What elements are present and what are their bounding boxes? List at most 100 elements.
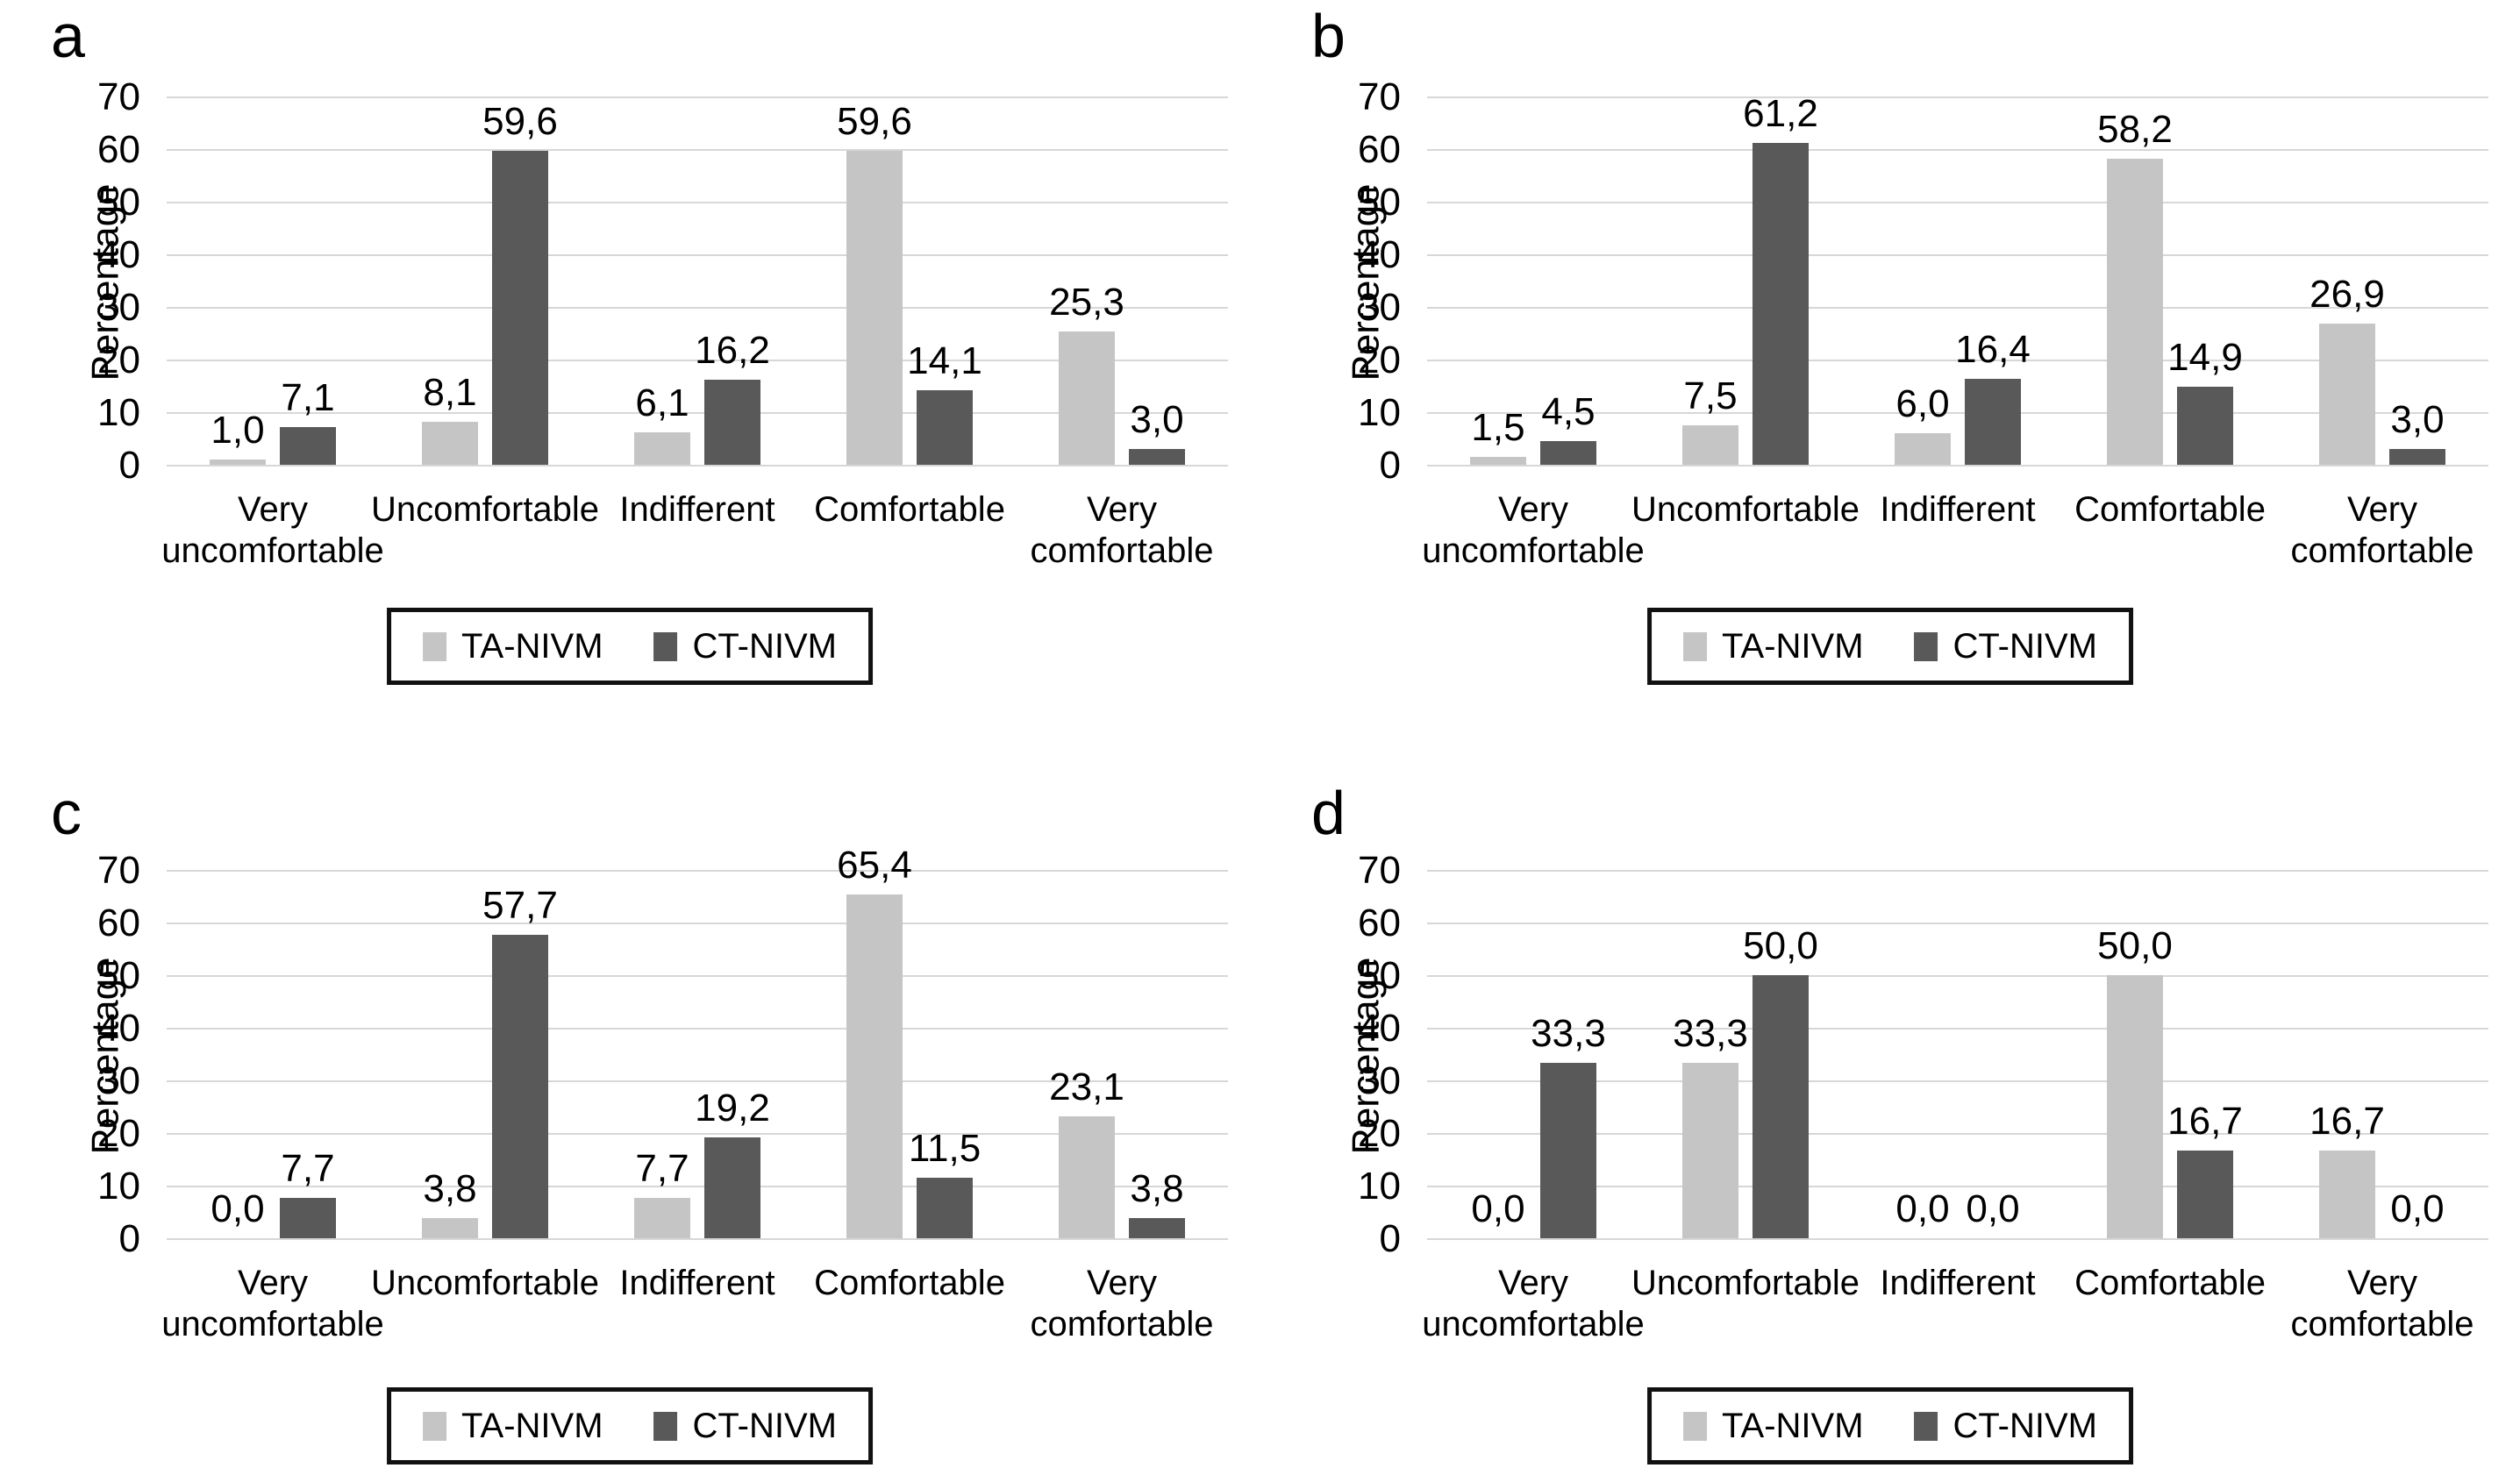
panel-c: c Percentage 70 60 50 40 30 20 10 0 0,0 3,8 7,7 65,… (0, 734, 1260, 1468)
y-tick-label: 30 (1358, 1059, 1401, 1102)
y-tick-label: 0 (1379, 1217, 1401, 1260)
bar-chart-b: 70 60 50 40 30 20 10 0 1,5 7,5 6,0 58,2 26,9 4,5 61,2 1… (1260, 0, 2520, 734)
value-label: 3,0 (1130, 398, 1184, 441)
legend-swatch-icon (1914, 631, 1938, 661)
x-category-line: comfortable (1030, 1305, 1214, 1343)
x-category-label: Very comfortable (977, 489, 1267, 572)
legend-item-ct-nivm: CT-NIVM (653, 627, 837, 666)
bar-ct-nivm-5 (1129, 1218, 1185, 1238)
y-tick-label: 0 (118, 1217, 140, 1260)
value-label: 0,0 (1471, 1187, 1525, 1230)
legend-label: TA-NIVM (461, 1407, 603, 1445)
y-gridline (1427, 412, 2488, 414)
x-category-line: uncomfortable (161, 531, 384, 570)
legend-label: TA-NIVM (1722, 1407, 1864, 1445)
bar-ct-nivm-3 (704, 1137, 760, 1238)
x-category-line: Very (237, 490, 309, 529)
bar-chart-c: 70 60 50 40 30 20 10 0 0,0 3,8 7,7 65,4 23,1 7,7 57,7 1… (0, 734, 1260, 1468)
y-tick-label: 60 (97, 128, 140, 171)
y-gridline (167, 360, 1228, 361)
legend-item-ct-nivm: CT-NIVM (653, 1407, 837, 1445)
y-gridline (1427, 254, 2488, 256)
value-label: 0,0 (1966, 1187, 2020, 1230)
y-gridline (1427, 465, 2488, 467)
legend-item-ct-nivm: CT-NIVM (1914, 1407, 2097, 1445)
x-category-label: Very uncomfortable (128, 1263, 418, 1345)
x-category-line: Very (1086, 490, 1158, 529)
x-category-label: Very uncomfortable (1388, 1263, 1678, 1345)
x-category-label: Very comfortable (2238, 1263, 2520, 1345)
y-gridline (1427, 96, 2488, 98)
value-label: 16,7 (2167, 1100, 2243, 1143)
y-tick-label: 10 (1358, 391, 1401, 434)
value-label: 3,8 (423, 1167, 477, 1210)
y-tick-label: 70 (1358, 75, 1401, 118)
bar-ct-nivm-1 (1540, 441, 1596, 465)
value-label: 6,0 (1895, 382, 1950, 425)
legend-label: CT-NIVM (692, 627, 837, 666)
y-gridline (1427, 1028, 2488, 1030)
value-label: 59,6 (482, 100, 558, 143)
x-category-line: Uncomfortable (370, 490, 600, 529)
bar-chart-d: 70 60 50 40 30 20 10 0 0,0 33,3 0,0 50,0 16,7 33,3 50,… (1260, 734, 2520, 1468)
legend-item-ct-nivm: CT-NIVM (1914, 627, 2097, 666)
value-label: 14,1 (907, 339, 982, 382)
panel-b: b Percentage 70 60 50 40 30 20 10 0 1,5 7,5 6,0 58,… (1260, 0, 2520, 734)
value-label: 16,7 (2309, 1100, 2385, 1143)
panel-letter-a: a (51, 2, 85, 70)
value-label: 23,1 (1049, 1065, 1124, 1108)
y-tick-label: 20 (97, 1112, 140, 1155)
legend-swatch-icon (423, 631, 447, 661)
value-label: 50,0 (1743, 924, 1818, 967)
legend-label: TA-NIVM (461, 627, 603, 666)
y-tick-label: 30 (97, 286, 140, 329)
x-category-label: Comfortable (765, 489, 1054, 531)
y-gridline (1427, 923, 2488, 924)
y-gridline (167, 1238, 1228, 1240)
bar-ct-nivm-2 (492, 935, 548, 1238)
value-label: 58,2 (2097, 108, 2173, 151)
y-tick-label: 40 (1358, 1007, 1401, 1050)
x-category-line: Very (237, 1264, 309, 1302)
x-category-line: Comfortable (814, 490, 1005, 529)
value-label: 0,0 (1895, 1187, 1950, 1230)
panel-letter-b: b (1311, 2, 1346, 70)
value-label: 7,7 (281, 1147, 335, 1190)
legend-item-ta-nivm: TA-NIVM (1683, 1407, 1864, 1445)
bar-ta-nivm-5 (1059, 331, 1115, 465)
y-gridline (1427, 149, 2488, 151)
x-category-label: Uncomfortable (340, 1263, 630, 1304)
y-gridline (167, 975, 1228, 977)
y-tick-label: 70 (97, 849, 140, 892)
y-gridline (1427, 975, 2488, 977)
y-gridline (1427, 1238, 2488, 1240)
value-label: 0,0 (211, 1187, 265, 1230)
x-category-line: Indifferent (619, 490, 775, 529)
value-label: 7,1 (281, 376, 335, 419)
legend: TA-NIVM CT-NIVM (1647, 608, 2133, 685)
x-category-line: Indifferent (1880, 1264, 2036, 1302)
x-category-label: Comfortable (765, 1263, 1054, 1304)
x-category-line: uncomfortable (1422, 531, 1645, 570)
y-tick-label: 30 (97, 1059, 140, 1102)
y-gridline (1427, 307, 2488, 309)
bar-ta-nivm-2 (422, 422, 478, 465)
panel-a: a Percentage 70 60 50 40 30 20 10 0 1,0 8,1 6,1 59,… (0, 0, 1260, 734)
value-label: 25,3 (1049, 281, 1124, 324)
value-label: 61,2 (1743, 92, 1818, 135)
y-gridline (167, 412, 1228, 414)
legend-label: CT-NIVM (1952, 1407, 2097, 1445)
x-category-label: Comfortable (2025, 1263, 2315, 1304)
panel-d: d Percentage 70 60 50 40 30 20 10 0 0,0 33,3 0,0 50… (1260, 734, 2520, 1468)
y-gridline (167, 465, 1228, 467)
y-tick-label: 70 (97, 75, 140, 118)
bar-ct-nivm-2 (1753, 975, 1809, 1238)
y-tick-label: 50 (97, 181, 140, 224)
legend-label: CT-NIVM (692, 1407, 837, 1445)
y-gridline (167, 1028, 1228, 1030)
legend-swatch-icon (1914, 1411, 1938, 1441)
value-label: 59,6 (837, 100, 912, 143)
y-tick-label: 40 (1358, 233, 1401, 276)
x-category-label: Very comfortable (977, 1263, 1267, 1345)
